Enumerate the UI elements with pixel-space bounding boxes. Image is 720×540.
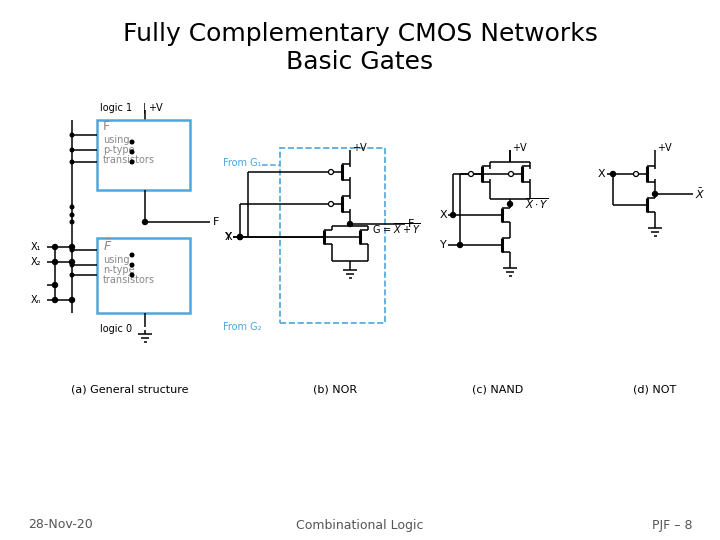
Text: (d) NOT: (d) NOT	[634, 385, 677, 395]
Bar	[97, 120, 190, 190]
Text: Combinational Logic: Combinational Logic	[296, 518, 424, 531]
Text: Y: Y	[440, 240, 446, 250]
Circle shape	[130, 160, 134, 164]
Text: |: |	[143, 103, 145, 113]
Circle shape	[53, 282, 58, 287]
Circle shape	[71, 220, 74, 224]
Circle shape	[71, 133, 74, 137]
Circle shape	[70, 245, 74, 249]
Text: X: X	[598, 169, 606, 179]
Circle shape	[469, 172, 474, 177]
Text: +V: +V	[352, 143, 366, 153]
Text: X₁: X₁	[30, 242, 41, 252]
Text: Y: Y	[225, 232, 232, 242]
Circle shape	[508, 172, 513, 177]
Circle shape	[71, 160, 74, 164]
Text: 28-Nov-20: 28-Nov-20	[28, 518, 93, 531]
Circle shape	[70, 298, 74, 302]
Text: F: F	[213, 217, 220, 227]
Circle shape	[130, 263, 134, 267]
Text: X: X	[225, 232, 233, 242]
Text: logic 1: logic 1	[100, 103, 132, 113]
Circle shape	[71, 148, 74, 152]
Text: Xₙ: Xₙ	[30, 295, 41, 305]
Bar	[280, 148, 385, 323]
Text: using: using	[103, 135, 130, 145]
Circle shape	[71, 273, 74, 277]
Text: (c) NAND: (c) NAND	[472, 385, 523, 395]
Circle shape	[348, 221, 353, 226]
Text: $\bar{X}$: $\bar{X}$	[695, 187, 706, 201]
Text: transistors: transistors	[103, 275, 155, 285]
Circle shape	[71, 248, 74, 252]
Circle shape	[238, 234, 243, 240]
Circle shape	[71, 263, 74, 267]
Text: X₂: X₂	[30, 257, 41, 267]
Text: From G₂: From G₂	[223, 322, 261, 332]
Circle shape	[71, 205, 74, 209]
Circle shape	[143, 219, 148, 225]
Text: n-type: n-type	[103, 265, 135, 275]
Bar	[97, 238, 190, 313]
Circle shape	[328, 170, 333, 174]
Text: From G₁: From G₁	[223, 158, 261, 168]
Circle shape	[611, 172, 616, 177]
Circle shape	[53, 245, 58, 249]
Text: F: F	[103, 119, 110, 132]
Text: p-type: p-type	[103, 145, 135, 155]
Circle shape	[634, 172, 639, 177]
Circle shape	[130, 273, 134, 277]
Circle shape	[652, 192, 657, 197]
Circle shape	[508, 201, 513, 206]
Text: (b) NOR: (b) NOR	[313, 385, 357, 395]
Circle shape	[451, 213, 456, 218]
Text: Fully Complementary CMOS Networks: Fully Complementary CMOS Networks	[122, 22, 598, 46]
Text: using: using	[103, 255, 130, 265]
Text: logic 0: logic 0	[100, 324, 132, 334]
Circle shape	[130, 140, 134, 144]
Text: PJF – 8: PJF – 8	[652, 518, 692, 531]
Text: F: F	[408, 219, 415, 229]
Text: transistors: transistors	[103, 155, 155, 165]
Circle shape	[130, 253, 134, 257]
Text: $\bar{F}$: $\bar{F}$	[103, 238, 112, 254]
Circle shape	[238, 234, 243, 240]
Text: G = $\overline{X+Y}$: G = $\overline{X+Y}$	[372, 221, 421, 237]
Circle shape	[53, 298, 58, 302]
Text: Basic Gates: Basic Gates	[287, 50, 433, 74]
Circle shape	[71, 213, 74, 217]
Text: (a) General structure: (a) General structure	[71, 385, 189, 395]
Circle shape	[130, 150, 134, 154]
Text: +V: +V	[657, 143, 672, 153]
Circle shape	[457, 242, 462, 247]
Circle shape	[70, 260, 74, 265]
Text: $\overline{X \cdot Y}$: $\overline{X \cdot Y}$	[525, 197, 549, 211]
Circle shape	[328, 201, 333, 206]
Text: +V: +V	[148, 103, 163, 113]
Text: X: X	[440, 210, 448, 220]
Circle shape	[53, 260, 58, 265]
Text: +V: +V	[512, 143, 526, 153]
